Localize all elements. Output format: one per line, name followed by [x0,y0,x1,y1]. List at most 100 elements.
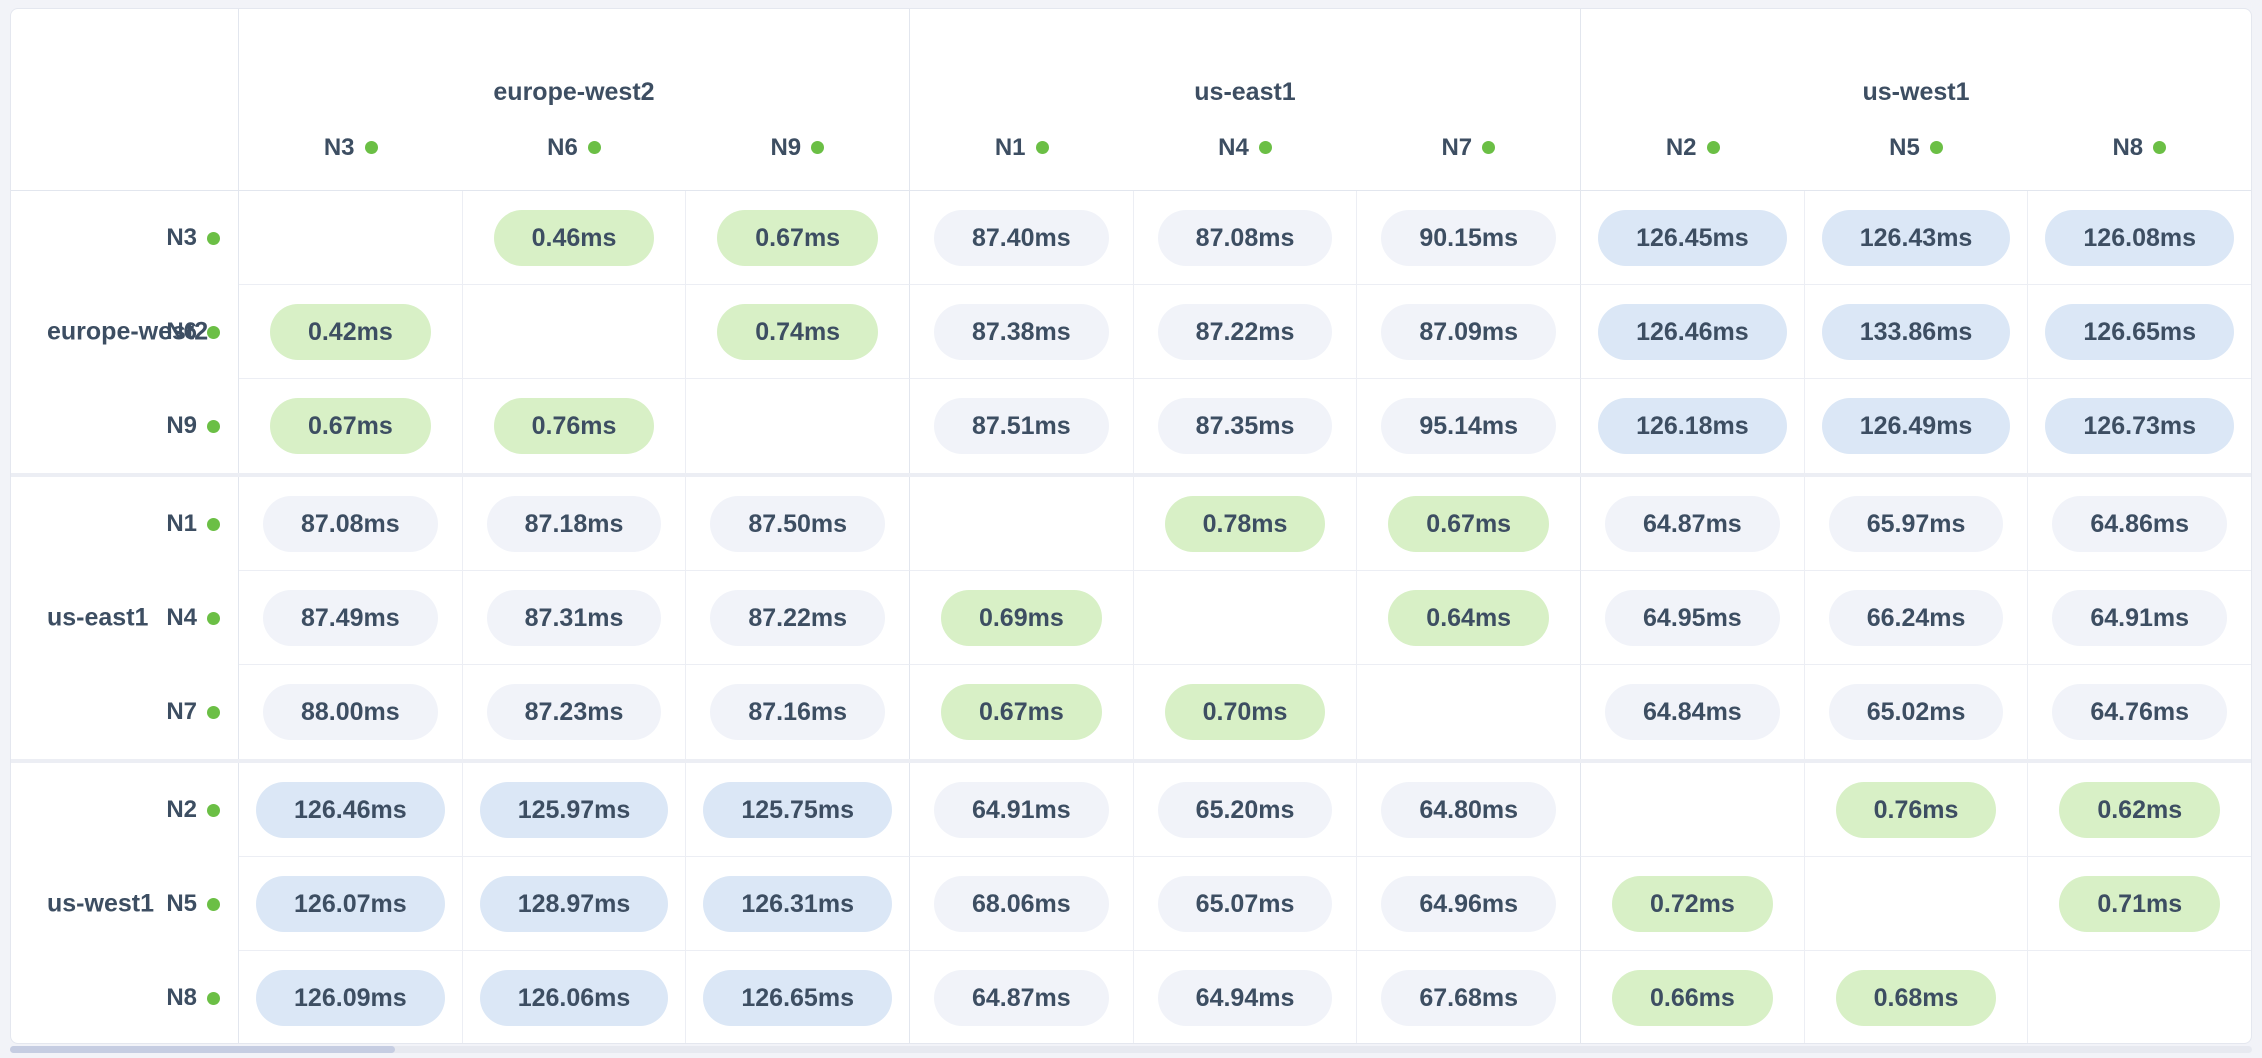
column-group-us-west1: us-west1 N2 N5 N8 [1580,9,2251,190]
latency-value-pill: 87.16ms [710,684,886,740]
node-label: N7 [1441,133,1473,161]
node-label: N8 [166,984,197,1011]
region-column-title: us-west1 [1862,78,1970,106]
node-status-dot [1035,141,1049,154]
matrix-row-N2: N2 126.46ms 125.97ms 125.75ms 64.91ms 65.20ms… [11,763,2251,857]
latency-cell-N9-N3: 0.67ms [239,379,462,473]
column-header-N2: N2 [1581,119,1804,190]
column-header-N1: N1 [910,119,1133,190]
latency-cell-N1-N5: 65.97ms [1803,477,2028,571]
latency-cell-N5-N5 [1803,857,2028,951]
latency-value-pill: 126.06ms [479,970,669,1026]
latency-cell-N8-N1: 64.87ms [909,951,1133,1043]
latency-cell-N2-N7: 64.80ms [1356,763,1581,857]
latency-cell-N3-N3 [239,191,462,285]
latency-cell-N4-N7: 0.64ms [1356,571,1581,665]
latency-cell-N6-N6 [461,285,686,379]
latency-cell-N7-N8: 64.76ms [2027,665,2251,759]
column-header-N8: N8 [2028,119,2251,190]
column-node-headers: N3 N6 N9 [239,119,909,190]
node-status-dot [1482,141,1496,154]
latency-value-pill: 87.18ms [486,495,662,552]
latency-cell-N8-N2: 0.66ms [1580,951,1804,1043]
latency-value-pill: 64.87ms [934,970,1109,1026]
latency-cell-N2-N1: 64.91ms [909,763,1133,857]
latency-cell-N6-N1: 87.38ms [909,285,1133,379]
row-header-N1: N1 [11,477,239,571]
latency-cell-N6-N4: 87.22ms [1132,285,1357,379]
latency-cell-N9-N6: 0.76ms [461,379,686,473]
latency-cell-N4-N2: 64.95ms [1580,571,1804,665]
latency-cell-N5-N1: 68.06ms [909,857,1133,951]
latency-matrix-card: europe-west2 N3 N6 N9 us-east1 N1 N4 N7 us-west1… [10,8,2252,1044]
latency-cell-N2-N5: 0.76ms [1803,763,2028,857]
latency-value-pill: 87.38ms [934,303,1109,360]
latency-value-pill: 0.76ms [493,398,655,454]
node-status-dot [207,991,220,1005]
latency-cell-N1-N4: 0.78ms [1132,477,1357,571]
latency-cell-N7-N7 [1356,665,1580,759]
latency-value-pill: 126.09ms [256,970,445,1026]
latency-cell-N5-N7: 64.96ms [1356,857,1581,951]
latency-value-pill: 0.67ms [940,684,1102,740]
node-status-dot [1706,141,1720,154]
latency-cell-N4-N4 [1132,571,1357,665]
latency-cell-N7-N2: 64.84ms [1580,665,1804,759]
header-corner-spacer [11,9,239,190]
latency-cell-N7-N4: 0.70ms [1132,665,1357,759]
latency-value-pill: 64.94ms [1157,970,1333,1026]
node-status-dot [207,897,220,911]
row-header-N4: us-east1 N4 [11,571,239,665]
horizontal-scrollbar-thumb[interactable] [10,1046,395,1053]
row-region-label: us-east1 [47,603,149,632]
node-label: N4 [1218,133,1249,161]
column-header-N9: N9 [686,119,909,190]
latency-value-pill: 126.65ms [703,970,892,1026]
latency-cell-N7-N6: 87.23ms [461,665,686,759]
row-header-N3: N3 [11,191,239,285]
latency-value-pill: 133.86ms [1821,303,2011,360]
latency-value-pill: 87.22ms [1157,303,1333,360]
latency-cell-N6-N2: 126.46ms [1580,285,1804,379]
node-label: N9 [166,412,197,439]
node-label: N5 [1889,133,1920,161]
node-label: N1 [166,510,197,537]
matrix-row-N4: us-east1 N4 87.49ms 87.31ms 87.22ms 0.69ms 0.6… [11,571,2251,665]
node-label: N4 [166,604,197,631]
latency-value-pill: 64.96ms [1381,875,1557,932]
matrix-row-N9: N9 0.67ms 0.76ms 87.51ms 87.35ms 95.14ms 126.1… [11,379,2251,473]
latency-value-pill: 125.75ms [703,781,892,838]
latency-value-pill: 126.18ms [1598,398,1787,454]
column-header-N7: N7 [1357,119,1580,190]
latency-value-pill: 64.95ms [1605,589,1780,646]
row-group-europe-west2: N3 0.46ms 0.67ms 87.40ms 87.08ms 90.15ms 126.4… [11,191,2251,473]
latency-cell-N1-N2: 64.87ms [1580,477,1804,571]
latency-value-pill: 0.68ms [1835,970,1997,1026]
latency-cell-N1-N7: 0.67ms [1356,477,1581,571]
latency-value-pill: 126.31ms [703,875,892,932]
latency-cell-N3-N9: 0.67ms [685,191,910,285]
latency-value-pill: 0.64ms [1388,589,1550,646]
row-group-us-east1: N1 87.08ms 87.18ms 87.50ms 0.78ms 0.67ms 64.87… [11,473,2251,759]
latency-value-pill: 64.86ms [2052,495,2228,552]
column-group-us-east1: us-east1 N1 N4 N7 [909,9,1580,190]
node-label: N2 [1665,133,1697,161]
latency-value-pill: 0.76ms [1835,781,1997,838]
latency-cell-N9-N4: 87.35ms [1132,379,1357,473]
latency-value-pill: 67.68ms [1381,970,1557,1026]
latency-value-pill: 125.97ms [479,781,669,838]
latency-cell-N8-N7: 67.68ms [1356,951,1580,1043]
horizontal-scrollbar[interactable] [10,1046,2252,1053]
latency-value-pill: 64.91ms [2052,589,2228,646]
latency-cell-N4-N6: 87.31ms [461,571,686,665]
region-column-title: europe-west2 [493,78,655,106]
latency-cell-N5-N6: 128.97ms [461,857,686,951]
latency-value-pill: 65.07ms [1157,875,1333,932]
latency-cell-N2-N8: 0.62ms [2027,763,2251,857]
latency-value-pill: 0.70ms [1164,684,1326,740]
latency-cell-N6-N8: 126.65ms [2027,285,2251,379]
latency-cell-N4-N3: 87.49ms [239,571,462,665]
matrix-row-N3: N3 0.46ms 0.67ms 87.40ms 87.08ms 90.15ms 126.4… [11,191,2251,285]
latency-value-pill: 0.69ms [940,589,1102,646]
row-header-N8: N8 [11,951,239,1043]
